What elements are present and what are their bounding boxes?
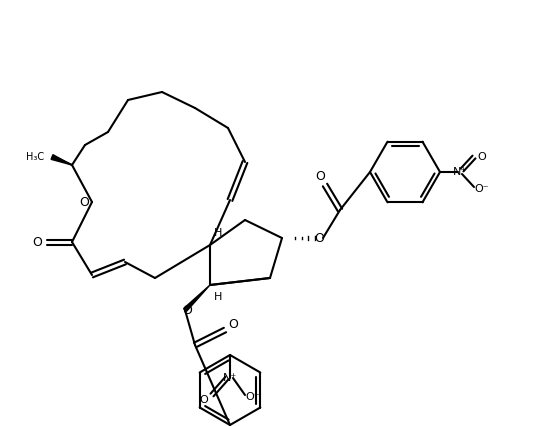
Text: N⁺: N⁺ — [453, 167, 467, 177]
Text: O⁻: O⁻ — [475, 184, 489, 194]
Text: O: O — [478, 152, 487, 162]
Text: O⁻: O⁻ — [246, 392, 261, 402]
Text: H: H — [214, 292, 222, 302]
Polygon shape — [51, 155, 72, 165]
Text: O: O — [200, 395, 208, 405]
Text: H₃C: H₃C — [26, 152, 44, 162]
Text: O: O — [79, 196, 89, 208]
Polygon shape — [184, 285, 210, 311]
Text: N⁺: N⁺ — [223, 373, 237, 383]
Text: H: H — [214, 228, 222, 238]
Text: O: O — [32, 236, 42, 248]
Text: O: O — [182, 303, 192, 317]
Text: O: O — [315, 170, 325, 184]
Text: O: O — [228, 319, 238, 331]
Text: O: O — [314, 231, 324, 245]
